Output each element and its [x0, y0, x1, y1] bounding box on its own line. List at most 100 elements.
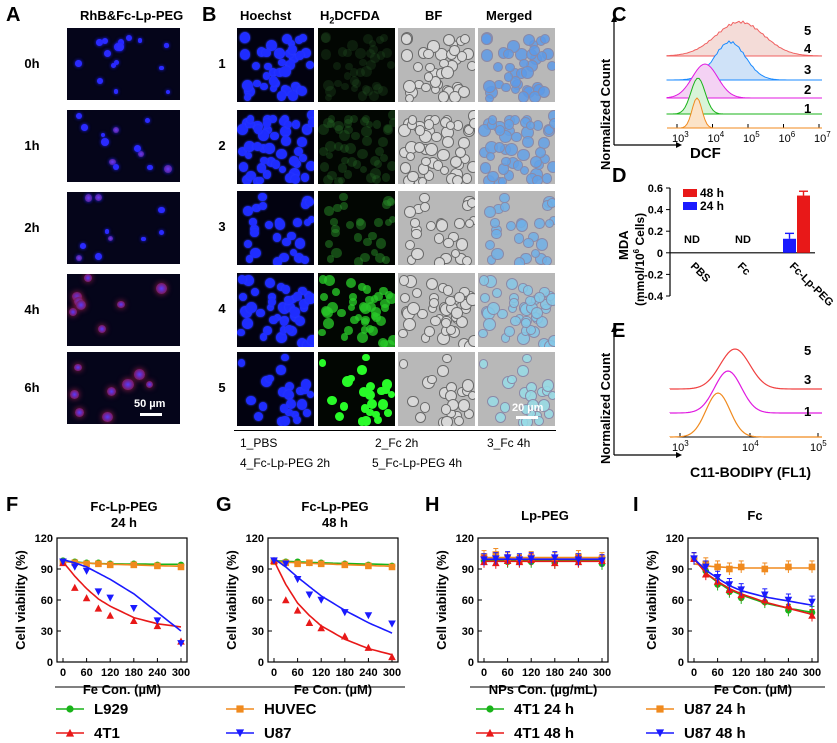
panel-c-letter: C: [612, 4, 627, 26]
panel-c-tick-exp-4: 7: [826, 130, 831, 139]
panel-f-point-2-2: [82, 594, 91, 602]
panel-b-micrograph-r0-c0: [237, 28, 314, 102]
legend-left-marker-1: [236, 705, 244, 713]
panel-a-row-label-3: 4h: [24, 302, 40, 317]
panel-i-fit-1: [693, 563, 812, 569]
panel-h-point-1-0: [480, 553, 488, 560]
panel-i-point-2-7: [808, 611, 816, 619]
panel-f-ylabel: Cell viability (%): [13, 550, 28, 650]
panel-d-category-0: PBS: [688, 260, 712, 284]
panel-h-point-1-3: [516, 557, 523, 565]
panel-g-xtick-label-5: 300: [383, 667, 401, 679]
panel-i-point-2-0: [690, 554, 698, 562]
panel-d-bar-24h-2: [783, 238, 796, 253]
panel-f-point-0-4: [106, 560, 114, 568]
panel-h-xtick-label-1: 60: [501, 667, 513, 679]
panel-f-point-1-7: [177, 563, 185, 571]
panel-e-curve-1: [669, 370, 822, 414]
panel-f-point-3-7: [177, 640, 185, 648]
panel-d-ytick-label-5: -0.4: [644, 291, 664, 303]
panel-b-micrograph-r4-c1: [318, 352, 395, 426]
panel-c-curve-1: [667, 97, 822, 129]
panel-c-curve-4: [666, 40, 822, 81]
panel-b-micrograph-r4-c2: [398, 352, 475, 426]
panel-f-point-2-1: [71, 583, 79, 591]
legend-right-label-0: 4T1 24 h: [514, 701, 574, 718]
panel-i-ytick-label-3: 90: [672, 564, 684, 576]
panel-i-point-1-2: [714, 563, 721, 571]
panel-f-ytick-label-2: 60: [41, 595, 53, 607]
panel-g-xtick-label-0: 0: [271, 667, 277, 679]
panel-f-fit-0: [62, 559, 182, 566]
panel-h-point-0-1: [492, 556, 500, 563]
panel-b-micrograph-r3-c2: [398, 273, 475, 347]
panel-g-point-0-5: [341, 560, 349, 568]
panel-e-ylabel: Normalized Count: [598, 352, 613, 464]
panel-i-xlabel-mu: µ: [769, 682, 777, 697]
panel-h-point-3-3: [515, 556, 524, 564]
panel-b-micrograph-r1-c2: [398, 110, 475, 184]
legend-left-marker-0: [66, 705, 74, 713]
panel-i-xtick-label-3: 180: [756, 667, 774, 679]
panel-c-tick-label-2: 105: [743, 130, 760, 145]
panel-h-point-1-4: [527, 554, 535, 561]
panel-a-header: RhB&Fc-Lp-PEG: [80, 8, 184, 23]
panel-i-ytick-label-2: 60: [672, 595, 684, 607]
panel-h-xlabel-mu: µ: [554, 682, 562, 697]
panel-b-legend-3: 3_Fc 4h: [487, 436, 531, 450]
panel-g-point-0-4: [317, 559, 325, 567]
panel-a-micrograph-3: [67, 274, 180, 346]
panel-h-point-1-5: [551, 555, 559, 562]
legend-left-label-0: L929: [94, 701, 128, 718]
panel-h-ytick-label-0: 0: [468, 657, 474, 669]
panel-i-point-1-0: [690, 555, 698, 562]
panel-i-point-2-4: [737, 591, 745, 599]
panel-b-row-label-4: 5: [218, 380, 226, 395]
panel-b-letter: B: [202, 4, 217, 26]
panel-h-point-0-7: [598, 560, 606, 568]
panel-i-point-0-6: [785, 607, 792, 614]
panel-g-point-0-1: [282, 558, 290, 566]
panel-f-ytick-label-1: 30: [41, 626, 53, 638]
panel-f-point-0-5: [130, 560, 138, 568]
panel-g-ytick-label-2: 60: [252, 595, 264, 607]
panel-i-point-3-1: [702, 563, 710, 571]
panel-f-point-3-3: [94, 588, 103, 596]
panel-f-xtick-label-1: 60: [80, 667, 92, 679]
panel-i-xtick-label-1: 60: [711, 667, 723, 679]
panel-c-curve-label-2: 2: [804, 82, 811, 97]
legend-left-label-3: U87: [264, 725, 292, 742]
panel-g-point-0-6: [365, 561, 372, 569]
panel-c-curve-5: [666, 20, 823, 57]
panel-g-point-3-1: [282, 560, 290, 568]
panel-h-letter: H: [425, 494, 439, 516]
panel-g-xlabel-mu: µ: [349, 682, 357, 697]
legend-right-label-3: U87 48 h: [684, 725, 746, 742]
panel-g-xtick-label-4: 240: [359, 667, 377, 679]
panel-e-curve-label-1: 1: [804, 404, 811, 419]
panel-h-point-3-4: [527, 555, 535, 563]
panel-f-point-2-3: [94, 604, 103, 612]
panel-g-point-1-4: [317, 560, 325, 568]
panel-c-tick-label-4: 107: [814, 130, 831, 145]
panel-f-fit-2: [62, 561, 182, 628]
panel-h-ytick-label-1: 30: [462, 626, 474, 638]
panel-g-fit-2: [273, 560, 393, 656]
panel-i-point-0-4: [737, 594, 745, 602]
panel-e-letter: E: [612, 320, 626, 342]
panel-h-point-2-4: [527, 555, 535, 563]
panel-f-point-0-3: [95, 559, 102, 567]
panel-h-point-2-2: [503, 556, 512, 565]
panel-c-curve-2: [666, 77, 822, 115]
panel-f-axes: [56, 537, 188, 663]
panel-f-xtick-label-2: 120: [101, 667, 119, 679]
panel-c-tick-label-1: 104: [708, 130, 725, 145]
panel-b-micrograph-r3-c0: [237, 273, 314, 347]
panel-b-row-label-3: 4: [218, 301, 226, 316]
panel-i-fit-2: [693, 558, 813, 616]
panel-h-axes: [477, 537, 609, 663]
panel-b-row-label-2: 3: [218, 219, 226, 234]
panel-d-ytick-label-3: 0: [657, 248, 663, 260]
panel-g-point-2-1: [282, 596, 290, 604]
panel-b-row-label-1: 2: [218, 138, 226, 153]
